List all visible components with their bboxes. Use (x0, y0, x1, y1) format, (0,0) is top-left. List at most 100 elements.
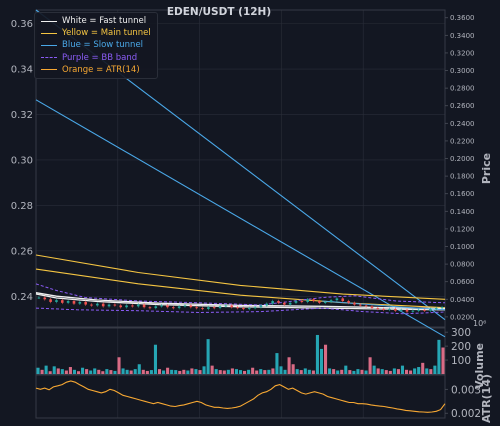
candle-body (440, 307, 444, 309)
right-axis-tick-label: 0.3200 (450, 49, 475, 57)
legend-swatch (41, 32, 57, 34)
candle-body (306, 299, 309, 302)
candle-body (247, 308, 251, 310)
volume-bar (437, 339, 441, 374)
volume-bar (279, 366, 283, 374)
volume-bar (311, 370, 315, 374)
legend-label: Yellow = Main tunnel (62, 28, 151, 39)
candle-body (382, 308, 385, 310)
right-axis-tick-label: 0.2400 (450, 120, 475, 128)
volume-bar (149, 370, 153, 374)
candle-body (312, 299, 315, 302)
atr-tick-label: 0.002 (451, 408, 481, 420)
atr-line (35, 380, 446, 413)
candle-body (388, 308, 391, 310)
volume-bar (48, 371, 52, 374)
candle-body (242, 308, 245, 310)
volume-tick-label: 200 (451, 341, 471, 353)
volume-bar (72, 369, 77, 374)
candle-body (277, 301, 280, 303)
candle-body (195, 307, 198, 309)
volume-bar (145, 370, 149, 374)
volume-tick-label: 300 (451, 327, 471, 339)
volume-bar (356, 369, 360, 374)
candle-body (218, 306, 222, 309)
candle-body (236, 307, 239, 309)
candle-body (160, 305, 163, 307)
volume-bar (364, 370, 368, 374)
volume-bar (68, 367, 72, 374)
volume-bar (76, 371, 81, 374)
volume-bar (421, 362, 425, 374)
right-axis-tick-label: 0.2800 (450, 85, 475, 93)
volume-bar (153, 344, 157, 374)
candle-body (172, 307, 175, 309)
legend-item: White = Fast tunnel (41, 15, 151, 27)
candle-body (66, 301, 70, 303)
volume-bar (109, 370, 113, 374)
legend-item: Yellow = Main tunnel (41, 27, 151, 39)
volume-bar (198, 370, 202, 374)
candle-body (212, 307, 216, 309)
candle-body (288, 302, 292, 305)
volume-bar (425, 368, 429, 374)
candle-body (90, 304, 93, 306)
legend-swatch (41, 20, 57, 22)
volume-bar (396, 369, 400, 374)
volume-bar (263, 370, 267, 374)
volume-bar (319, 348, 324, 374)
atr-axis-label: ATR(14) (480, 374, 493, 423)
candle-body (376, 308, 380, 310)
candle-body (358, 304, 362, 306)
candle-body (119, 305, 123, 308)
tunnel-line-purple (35, 283, 446, 306)
volume-axis-label: Volume (473, 343, 486, 389)
right-axis-tick-label: 0.2200 (450, 137, 475, 145)
left-axis-tick-label: 0.36 (11, 19, 33, 30)
candle-body (101, 303, 105, 307)
legend-swatch (41, 69, 57, 71)
candle-body (300, 301, 304, 303)
tunnel-line-white (35, 293, 446, 311)
volume-bar (174, 370, 178, 374)
volume-bar (226, 369, 230, 374)
volume-bar (247, 369, 251, 374)
candle-body (283, 302, 286, 305)
volume-bar (93, 368, 97, 374)
chart-legend: White = Fast tunnel Yellow = Main tunnel B… (34, 12, 158, 79)
candle-body (370, 306, 374, 309)
volume-bar (340, 369, 344, 374)
left-axis-tick-label: 0.24 (11, 292, 33, 303)
volume-bar (433, 365, 437, 374)
volume-bar (372, 365, 376, 374)
volume-bar (206, 339, 210, 374)
tunnel-line-blue (35, 99, 446, 338)
panel-frame-2 (35, 374, 446, 419)
volume-bar (336, 370, 340, 374)
candle-body (259, 305, 263, 308)
volume-bar (137, 364, 141, 374)
volume-bar (85, 369, 89, 374)
right-axis-tick-label: 0.0800 (450, 261, 475, 269)
volume-bar (271, 368, 275, 374)
volume-bar (303, 368, 307, 374)
candle-body (423, 309, 426, 311)
volume-bar (388, 370, 392, 374)
volume-bar (243, 370, 247, 374)
volume-exponent-label: 10⁶ (473, 319, 486, 328)
volume-bar (404, 369, 409, 374)
candle-body (253, 307, 257, 309)
candle-body (224, 305, 228, 307)
tunnel-line-white (35, 292, 446, 310)
volume-bar (40, 369, 44, 374)
tunnel-line-blue (322, 300, 446, 311)
volume-bar (344, 365, 348, 374)
legend-label: Orange = ATR(14) (62, 64, 140, 75)
candle-body (96, 303, 99, 306)
volume-bar (315, 334, 319, 374)
volume-bar (230, 368, 234, 374)
volume-bar (186, 370, 190, 374)
volume-bar (214, 369, 218, 374)
volume-bar (324, 344, 328, 374)
volume-bar (170, 369, 174, 374)
